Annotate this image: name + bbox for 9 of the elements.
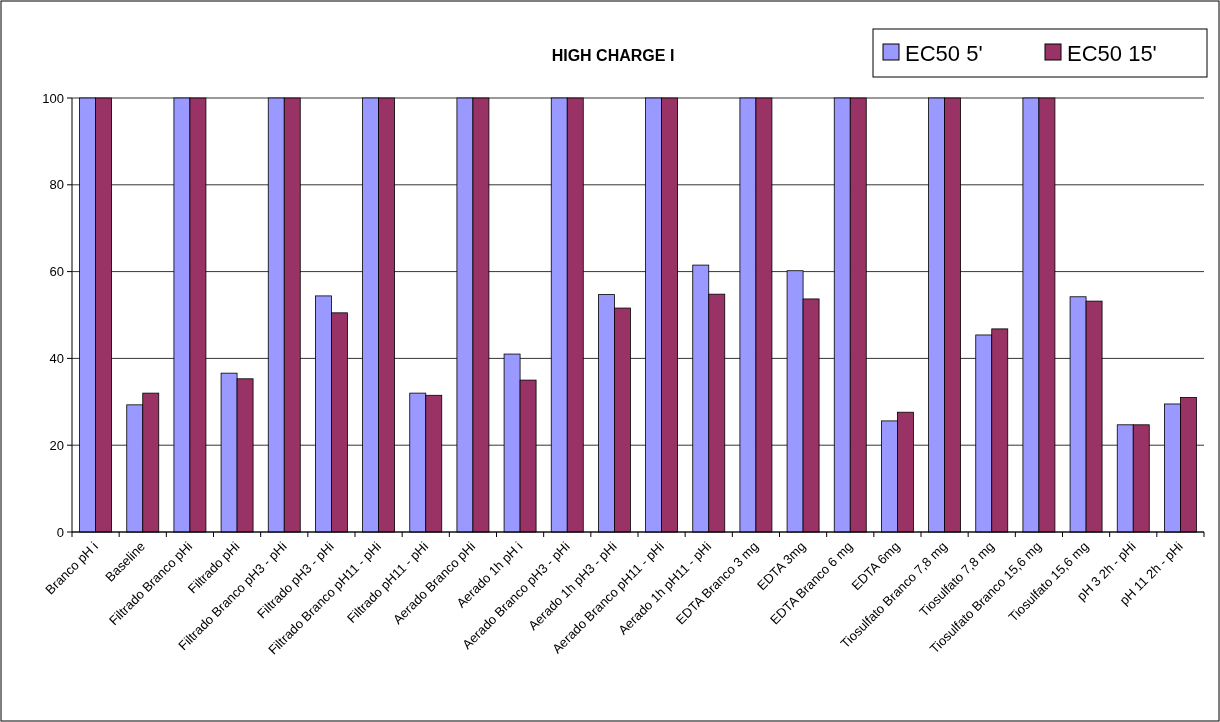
- legend-label: EC50 5': [905, 40, 983, 66]
- y-tick-label: 100: [42, 90, 64, 106]
- chart-title: HIGH CHARGE I: [551, 47, 675, 64]
- legend-label: EC50 15': [1067, 40, 1157, 66]
- y-tick-label: 0: [56, 524, 64, 540]
- y-tick-label: 40: [49, 350, 64, 366]
- y-tick-label: 80: [49, 177, 64, 193]
- y-tick-label: 60: [49, 264, 64, 280]
- y-tick-label: 20: [49, 437, 64, 453]
